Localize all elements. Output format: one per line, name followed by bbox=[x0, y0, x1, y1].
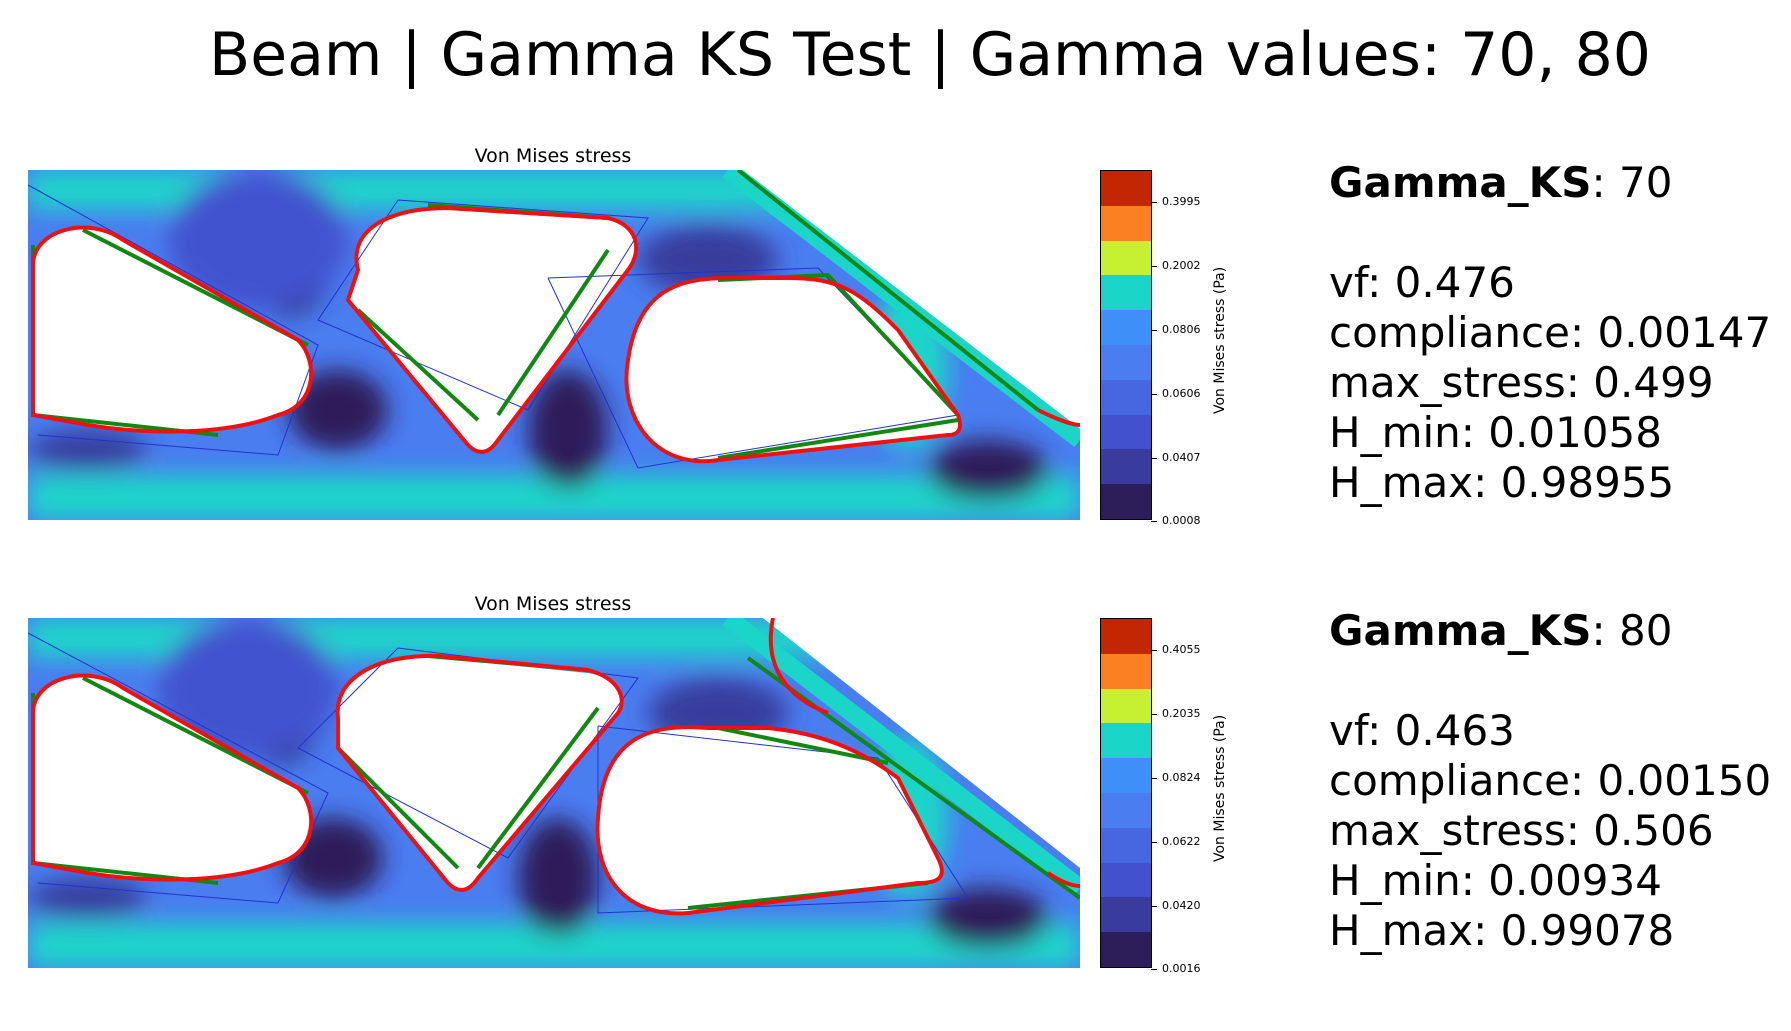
colorbar-tick: 0.0008 bbox=[1151, 515, 1201, 527]
colorbar-tick: 0.2002 bbox=[1151, 260, 1201, 272]
colorbar-tick: 0.0824 bbox=[1151, 772, 1201, 784]
gamma-label: Gamma_KS bbox=[1329, 158, 1592, 207]
gamma-value: : 70 bbox=[1591, 158, 1673, 207]
stress-plot bbox=[28, 170, 1080, 520]
colorbar-tick: 0.4055 bbox=[1151, 644, 1201, 656]
compliance-value: compliance: 0.00147 bbox=[1329, 308, 1772, 357]
colorbar-label: Von Mises stress (Pa) bbox=[1212, 714, 1228, 862]
h-min-value: H_min: 0.00934 bbox=[1329, 856, 1662, 905]
colorbar-label: Von Mises stress (Pa) bbox=[1212, 266, 1228, 414]
colorbar-tick: 0.0407 bbox=[1151, 452, 1201, 464]
colorbar-tick: 0.0606 bbox=[1151, 388, 1201, 400]
plot-title: Von Mises stress bbox=[474, 145, 632, 167]
metrics-block: Gamma_KS: 70 vf: 0.476 compliance: 0.001… bbox=[1329, 158, 1771, 508]
compliance-value: compliance: 0.00150 bbox=[1329, 756, 1772, 805]
stress-field bbox=[28, 170, 1080, 520]
vf-value: vf: 0.476 bbox=[1329, 258, 1515, 307]
colorbar-tick: 0.0420 bbox=[1151, 900, 1201, 912]
h-max-value: H_max: 0.98955 bbox=[1329, 458, 1675, 507]
vf-value: vf: 0.463 bbox=[1329, 706, 1515, 755]
colorbar bbox=[1100, 618, 1152, 968]
stress-plot bbox=[28, 618, 1080, 968]
gamma-value: : 80 bbox=[1591, 606, 1673, 655]
metrics-block: Gamma_KS: 80 vf: 0.463 compliance: 0.001… bbox=[1329, 606, 1771, 956]
max-stress-value: max_stress: 0.499 bbox=[1329, 358, 1714, 407]
figure-title: Beam | Gamma KS Test | Gamma values: 70,… bbox=[209, 20, 1651, 90]
colorbar-tick: 0.0016 bbox=[1151, 963, 1201, 975]
colorbar-tick: 0.2035 bbox=[1151, 708, 1201, 720]
max-stress-value: max_stress: 0.506 bbox=[1329, 806, 1714, 855]
colorbar-tick: 0.3995 bbox=[1151, 196, 1201, 208]
stress-field bbox=[28, 618, 1080, 968]
h-max-value: H_max: 0.99078 bbox=[1329, 906, 1675, 955]
gamma-label: Gamma_KS bbox=[1329, 606, 1592, 655]
panel-gamma-80: Von Mises stress bbox=[0, 588, 1791, 988]
colorbar bbox=[1100, 170, 1152, 520]
colorbar-tick: 0.0622 bbox=[1151, 836, 1201, 848]
colorbar-tick: 0.0806 bbox=[1151, 324, 1201, 336]
plot-title: Von Mises stress bbox=[474, 593, 632, 615]
h-min-value: H_min: 0.01058 bbox=[1329, 408, 1662, 457]
panel-gamma-70: Von Mises stress bbox=[0, 140, 1791, 540]
